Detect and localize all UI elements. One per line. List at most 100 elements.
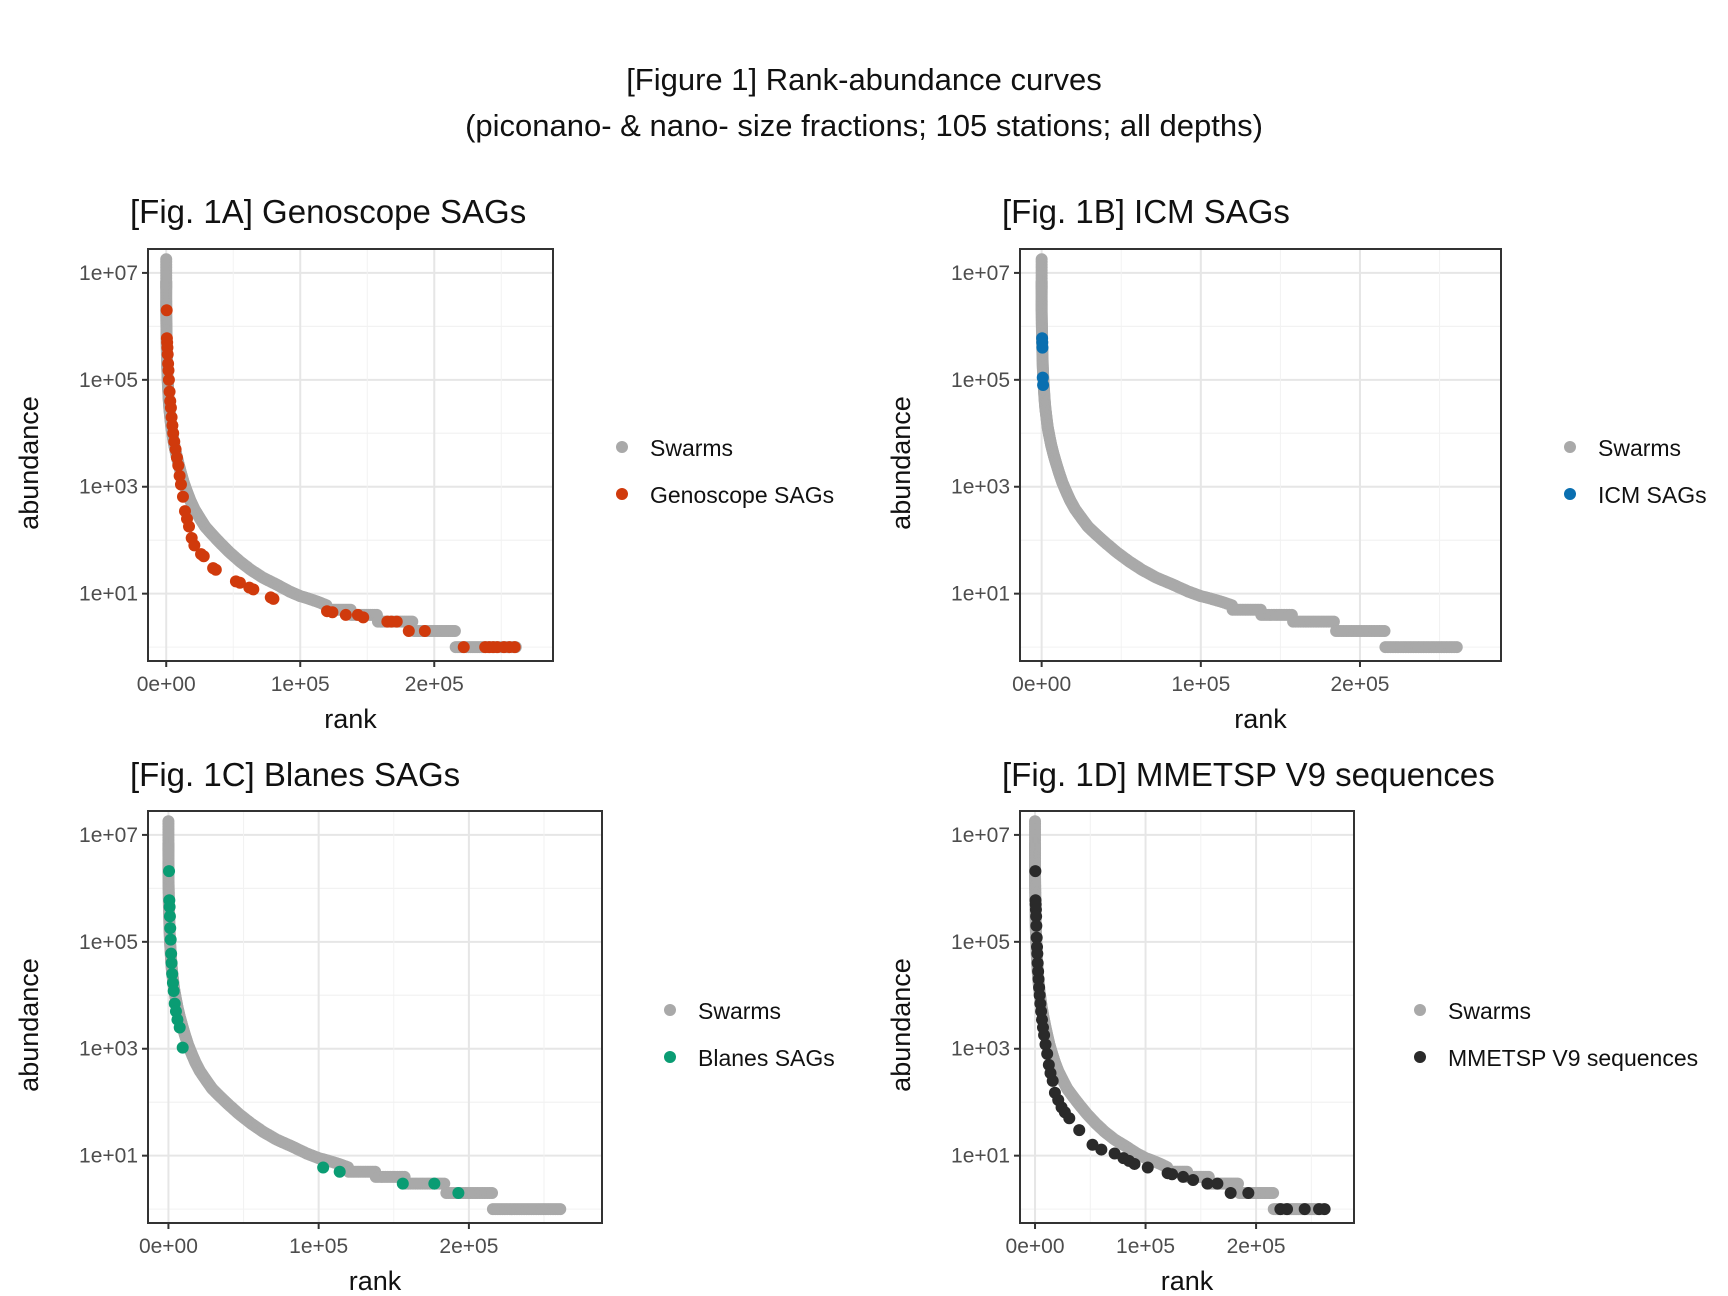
data-point (161, 348, 174, 361)
data-point (339, 608, 352, 621)
chart-panel-b: 1e+01 1e+03 1e+05 1e+07 0e+00 1e+05 2e+05 rank a… (886, 193, 1707, 734)
series-blanes-sags (163, 865, 465, 1200)
data-point (317, 1161, 330, 1174)
data-point (1086, 1138, 1099, 1151)
data-point (173, 1021, 186, 1034)
y-tick-label: 1e+03 (951, 1038, 1010, 1061)
data-point (402, 625, 415, 638)
y-tick-label: 1e+05 (951, 931, 1010, 954)
data-point (163, 900, 176, 913)
data-point (167, 985, 180, 998)
series-mmetsp-v9-sequences (1029, 865, 1331, 1216)
data-point (164, 401, 177, 414)
x-axis-label: rank (1161, 1266, 1214, 1296)
data-point (1037, 379, 1050, 392)
data-point (508, 641, 521, 654)
plot-border (147, 810, 603, 1224)
data-point-swarm (438, 1177, 451, 1190)
plot-border (1019, 248, 1502, 662)
y-tick-label: 1e+01 (79, 583, 138, 606)
x-tick-label: 2e+05 (1330, 673, 1389, 696)
legend-label: Swarms (1598, 435, 1681, 461)
y-tick-label: 1e+07 (951, 824, 1010, 847)
data-point (1038, 1029, 1051, 1042)
y-tick-label: 1e+05 (79, 931, 138, 954)
figure-subtitle: (piconano- & nano- size fractions; 105 s… (465, 108, 1263, 143)
data-point (176, 1041, 189, 1054)
data-point (1108, 1147, 1121, 1160)
chart-panel-d: 1e+01 1e+03 1e+05 1e+07 0e+00 1e+05 2e+05 rank a… (886, 756, 1698, 1296)
series-genoscope-sags (160, 304, 521, 654)
data-point-swarm (486, 1187, 499, 1200)
data-point (162, 364, 175, 377)
data-point (390, 615, 403, 628)
panel-title: [Fig. 1D] MMETSP V9 sequences (1002, 756, 1495, 793)
data-point-swarm (554, 1203, 567, 1216)
plot-background (148, 811, 602, 1223)
data-point (1224, 1187, 1237, 1200)
data-point (1030, 910, 1043, 923)
y-tick-label: 1e+07 (79, 824, 138, 847)
data-point (428, 1177, 441, 1190)
data-point (165, 947, 178, 960)
plot-border (147, 248, 554, 662)
data-point (1039, 1038, 1052, 1051)
data-point (1041, 1047, 1054, 1060)
x-tick-label: 2e+05 (1227, 1235, 1286, 1258)
figure-title: [Figure 1] Rank-abundance curves (626, 62, 1102, 97)
data-point (166, 968, 179, 981)
data-point (457, 641, 470, 654)
data-point (326, 606, 339, 619)
y-tick-label: 1e+01 (951, 1145, 1010, 1168)
data-point (1029, 865, 1042, 878)
plot-border (1019, 810, 1355, 1224)
legend-key-swarms (664, 1004, 676, 1016)
data-point (452, 1187, 465, 1200)
data-point (1031, 947, 1044, 960)
legend-label: Swarms (1448, 998, 1531, 1024)
x-tick-label: 0e+00 (137, 673, 196, 696)
data-point (174, 478, 187, 491)
data-point (160, 304, 173, 317)
data-point (188, 539, 201, 552)
y-axis-label: abundance (14, 958, 44, 1092)
data-point (1030, 931, 1043, 944)
data-point-swarm (1327, 615, 1340, 628)
y-tick-label: 1e+01 (951, 583, 1010, 606)
data-point (163, 865, 176, 878)
data-point-swarm (1378, 625, 1391, 638)
data-point-swarm (448, 625, 461, 638)
y-tick-label: 1e+07 (951, 262, 1010, 285)
data-point (1281, 1203, 1294, 1216)
data-point (1187, 1174, 1200, 1187)
grid-lines (1020, 249, 1501, 661)
data-point (396, 1177, 409, 1190)
x-axis-label: rank (349, 1266, 402, 1296)
data-point (1095, 1143, 1108, 1156)
data-point-swarm (1450, 641, 1463, 654)
data-point (1211, 1177, 1224, 1190)
x-tick-label: 1e+05 (1116, 1235, 1175, 1258)
legend-label: Genoscope SAGs (650, 482, 834, 508)
data-point (164, 922, 177, 935)
legend-label: Swarms (698, 998, 781, 1024)
legend-label: Swarms (650, 435, 733, 461)
x-tick-label: 1e+05 (1171, 673, 1230, 696)
data-point (176, 490, 189, 503)
data-point (197, 550, 210, 563)
series-icm-sags (1036, 332, 1050, 392)
data-point (1046, 1074, 1059, 1087)
legend-key-highlight (664, 1051, 676, 1063)
data-point (1063, 1112, 1076, 1125)
series-swarms (1035, 253, 1463, 654)
data-point (1036, 341, 1049, 354)
panel-title: [Fig. 1C] Blanes SAGs (130, 756, 460, 793)
y-axis-label: abundance (14, 396, 44, 530)
legend-key-swarms (616, 441, 628, 453)
data-point (172, 459, 185, 472)
y-tick-label: 1e+03 (79, 476, 138, 499)
data-point (183, 520, 196, 533)
data-point (164, 933, 177, 946)
data-point-swarm (1231, 1177, 1244, 1190)
